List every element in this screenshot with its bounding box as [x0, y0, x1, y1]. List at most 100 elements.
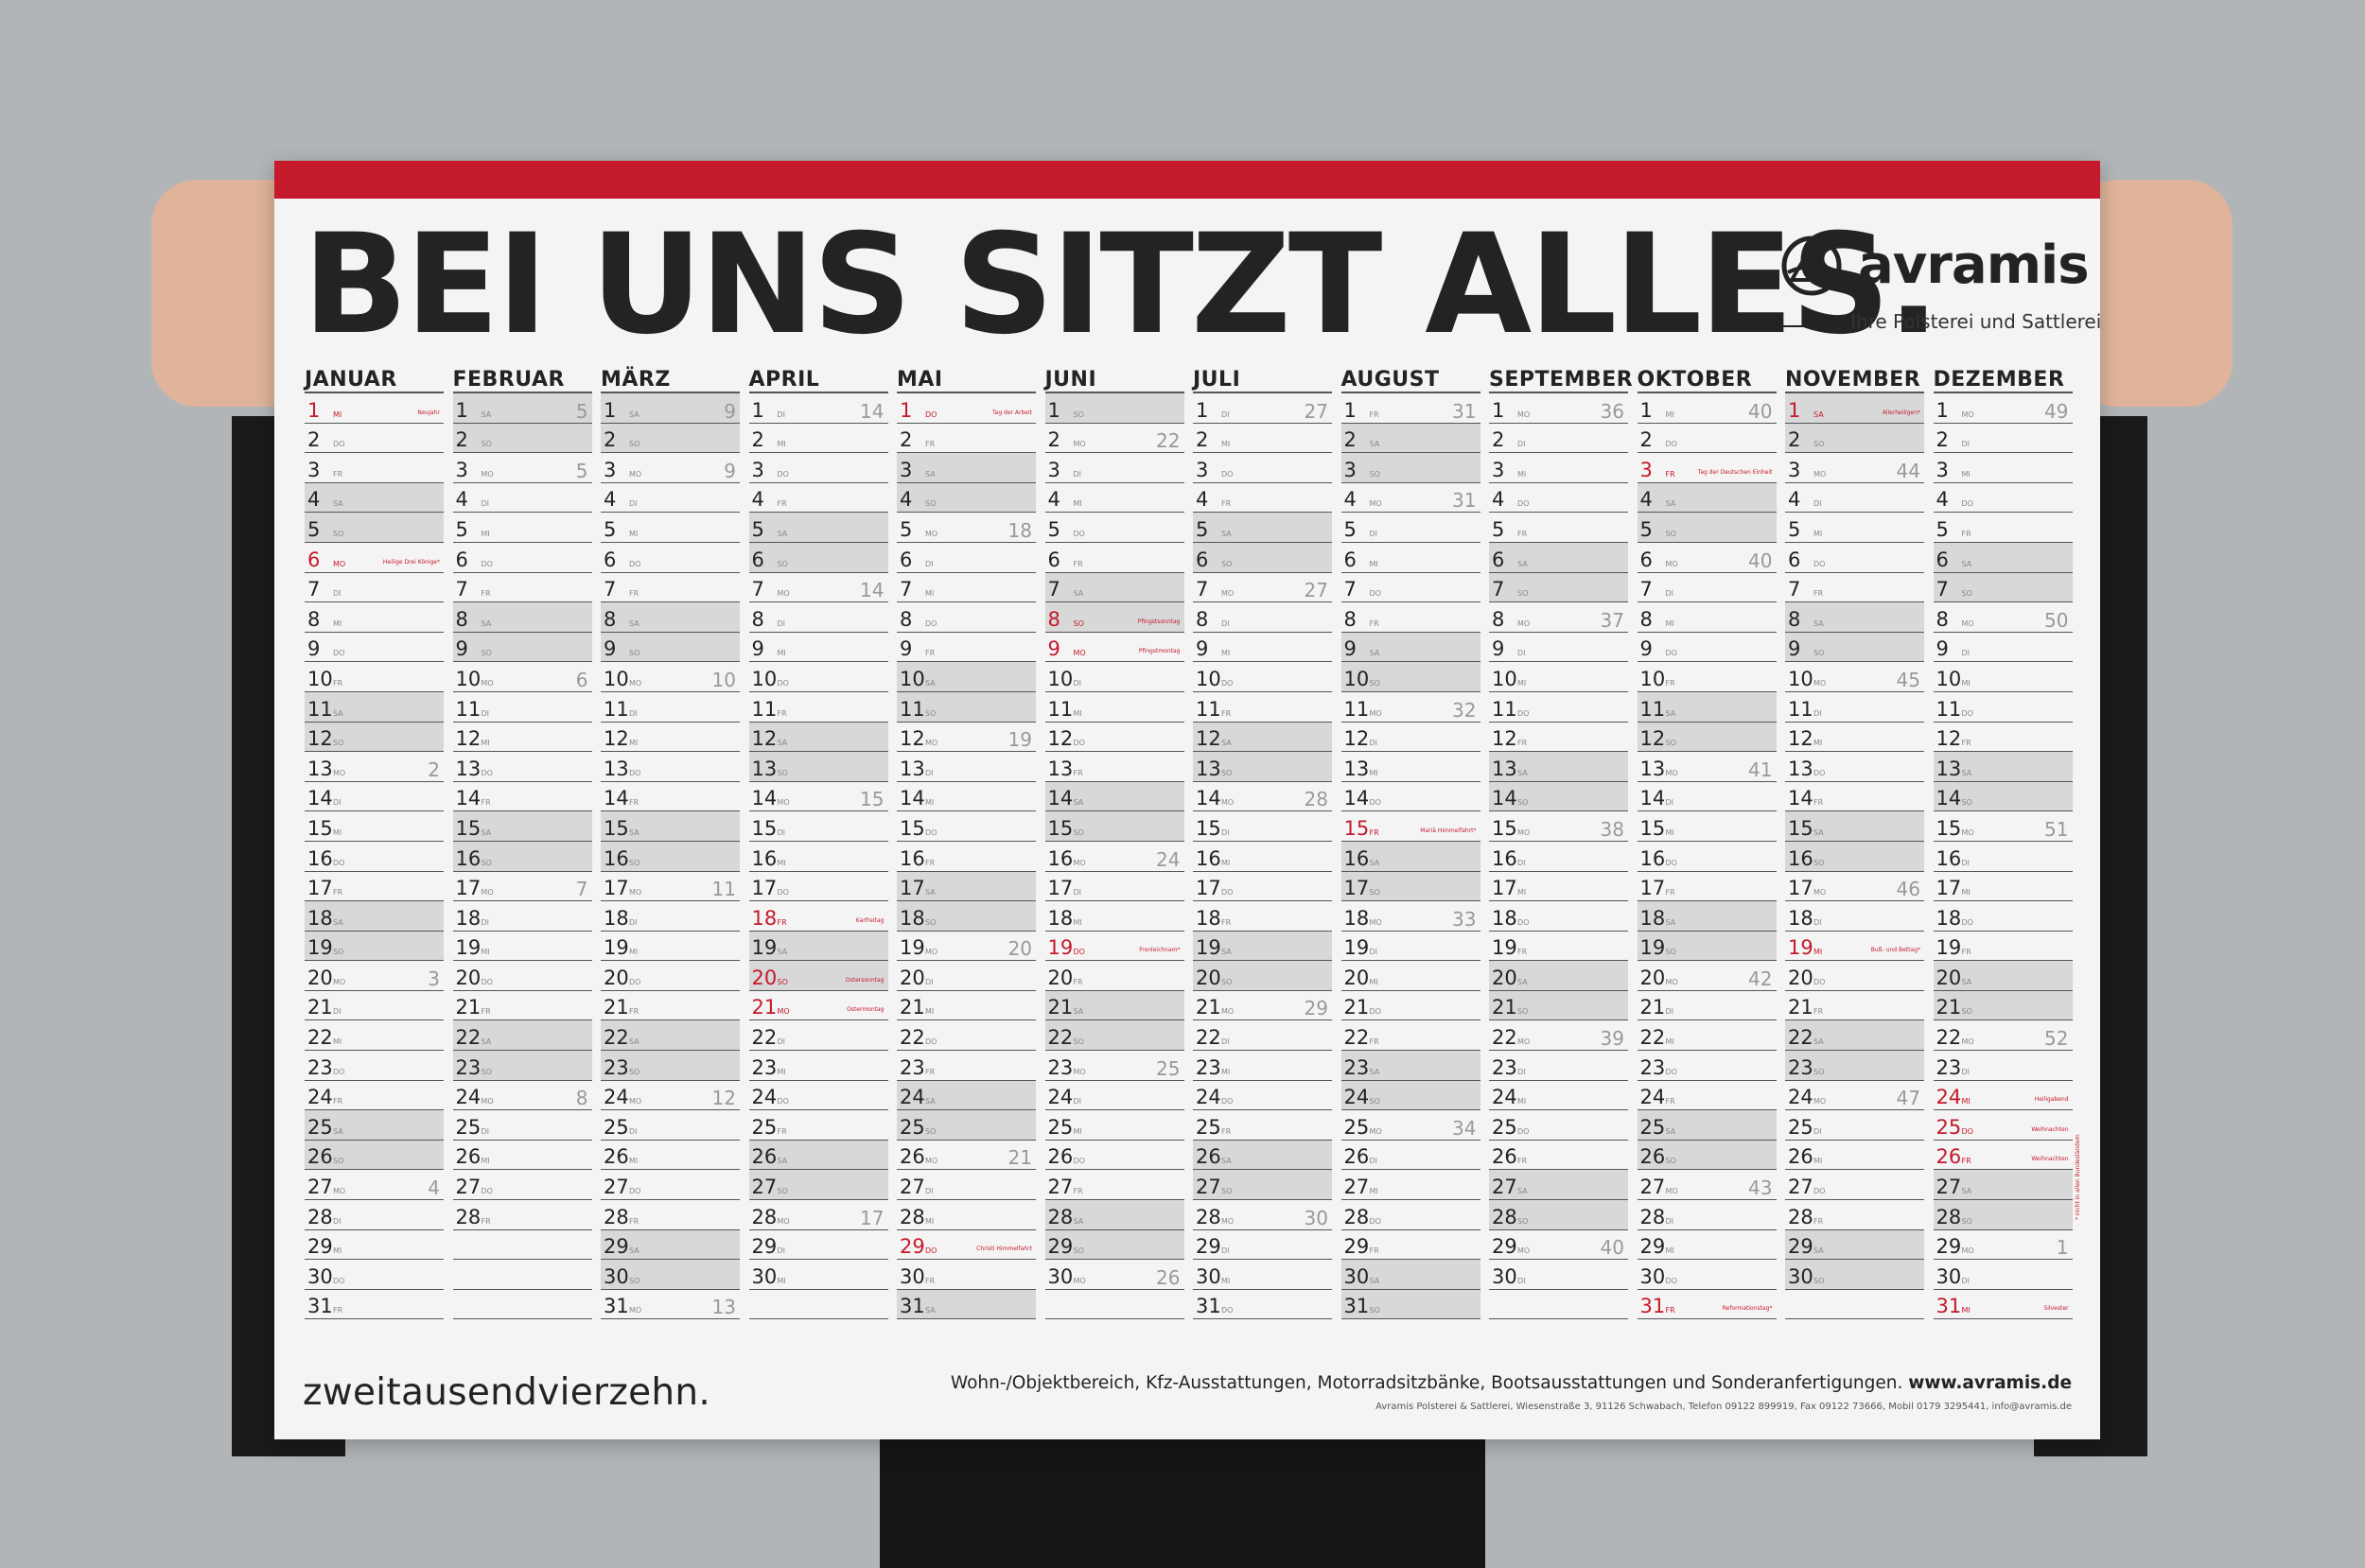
day-number: 14: [1343, 787, 1370, 810]
day-cell: 29 MO 1: [1933, 1230, 2073, 1261]
day-number: 31: [1936, 1295, 1962, 1318]
day-number: 18: [1639, 906, 1666, 930]
day-number: 8: [900, 607, 913, 631]
day-cell: 4 DI: [452, 483, 592, 514]
day-cell: 13 DO: [452, 752, 592, 782]
website-link[interactable]: www.avramis.de: [1908, 1373, 2072, 1393]
day-cell: 4 DO: [1933, 483, 2073, 514]
day-number: 26: [900, 1145, 925, 1169]
day-number: 5: [1788, 517, 1801, 541]
day-cell: 2 DI: [1489, 424, 1628, 454]
day-cell: 18 DI: [601, 901, 740, 932]
holiday-label: Buß- und Bettag*: [1870, 947, 1920, 954]
day-cell: 29 MI: [305, 1230, 444, 1261]
week-number: 8: [575, 1087, 588, 1110]
day-cell: 16 DI: [1489, 842, 1628, 872]
day-cell: 13 FR: [1044, 752, 1184, 782]
day-number: 26: [307, 1145, 333, 1169]
day-cell: 27 SA: [1489, 1170, 1628, 1201]
day-number: 24: [1639, 1086, 1666, 1109]
day-number: 10: [1639, 667, 1666, 690]
day-number: 16: [900, 846, 925, 870]
day-number: 5: [1343, 517, 1357, 541]
day-number: 1: [1196, 398, 1209, 422]
day-cell: 15 FR Mariä Himmelfahrt*: [1340, 811, 1480, 842]
day-number: 13: [604, 757, 629, 780]
month-column: MAI 1 DO Tag der Arbeit 2 FR 3 SA 4 SO 5 MO 18 6 DI 7 MI…: [897, 367, 1036, 1320]
day-number: 14: [307, 787, 333, 810]
day-number: 19: [604, 936, 629, 960]
day-number: 6: [1343, 548, 1357, 571]
day-cell: 28 FR: [452, 1200, 592, 1230]
day-number: 3: [1196, 458, 1209, 481]
day-cell: 11 SA: [305, 691, 444, 723]
day-cell: 22 SO: [1044, 1020, 1184, 1052]
day-number: 25: [455, 1115, 482, 1139]
day-cell: 20 DI: [897, 961, 1036, 991]
day-number: 4: [751, 488, 764, 512]
day-cell: 10 DO: [1193, 662, 1332, 692]
day-number: 27: [1343, 1176, 1370, 1199]
day-cell: 4 DO: [1489, 483, 1628, 514]
day-number: 3: [1639, 458, 1653, 481]
day-number: 8: [1788, 607, 1801, 631]
day-cell: 20 FR: [1044, 961, 1184, 991]
week-number: 39: [1600, 1027, 1624, 1051]
weekday-abbr: MO: [481, 888, 494, 897]
weekday-abbr: DO: [333, 649, 345, 658]
weekday-abbr: SA: [1813, 828, 1824, 837]
day-cell: 22 SA: [601, 1020, 740, 1052]
weekday-abbr: SO: [1369, 678, 1380, 688]
weekday-abbr: MO: [1369, 917, 1382, 927]
week-number: 19: [1007, 728, 1032, 752]
day-number: 10: [1196, 667, 1221, 690]
weekday-abbr: MO: [1813, 469, 1827, 479]
day-number: 22: [455, 1026, 482, 1050]
weekday-abbr: SO: [1961, 1216, 1972, 1226]
day-number: 6: [1492, 548, 1505, 571]
holiday-label: Reformationstag*: [1722, 1305, 1773, 1313]
day-number: 23: [1047, 1055, 1074, 1079]
month-column: MÄRZ 1 SA 9 2 SO 3 MO 9 4 DI 5 MI 6 DO 7 FR 8 SA 9 SO 10 MO 10 1…: [601, 367, 740, 1320]
day-number: 31: [900, 1295, 925, 1318]
day-cell: 16 FR: [897, 842, 1036, 872]
day-number: 2: [604, 428, 617, 452]
day-cell: 3 MO 5: [452, 453, 592, 483]
day-cell: 7 FR: [452, 573, 592, 603]
day-number: 30: [1936, 1264, 1962, 1288]
week-number: 31: [1452, 399, 1477, 423]
day-number: 7: [604, 578, 617, 601]
day-cell: 23 FR: [897, 1051, 1036, 1081]
day-number: 27: [1492, 1176, 1517, 1199]
day-number: 15: [455, 816, 482, 840]
weekday-abbr: MO: [925, 529, 938, 538]
day-number: 7: [900, 578, 913, 601]
day-cell: 1 MI Neujahr: [305, 393, 444, 424]
day-cell: 26 MI: [1785, 1141, 1924, 1171]
day-number: 9: [1047, 637, 1060, 661]
month-name: SEPTEMBER: [1489, 368, 1634, 393]
weekday-abbr: SO: [777, 977, 788, 986]
weekday-abbr: SO: [333, 948, 344, 957]
weekday-abbr: DI: [1665, 1216, 1674, 1226]
day-cell: 25 MO 34: [1340, 1110, 1480, 1141]
day-cell: 4 FR: [748, 483, 888, 514]
weekday-abbr: MI: [777, 858, 786, 867]
day-cell: 7 SA: [1044, 572, 1184, 603]
day-cell: 4 SO: [897, 482, 1036, 514]
weekday-abbr: SA: [1961, 559, 1972, 568]
weekday-abbr: SA: [1221, 529, 1232, 538]
day-cell: 26 FR Weihnachten: [1933, 1141, 2073, 1171]
day-cell: 30 SO: [1785, 1260, 1924, 1290]
day-cell: 2 MO 22: [1044, 424, 1184, 454]
day-cell: 1 DI 14: [748, 393, 888, 424]
day-cell: 12 MI: [452, 723, 592, 753]
day-cell: 8 SA: [601, 602, 740, 633]
day-number: 1: [900, 398, 913, 422]
day-number: 4: [307, 488, 321, 512]
day-number: 19: [307, 936, 333, 960]
day-cell: 12 DO: [1044, 723, 1184, 753]
weekday-abbr: DO: [1221, 469, 1234, 479]
weekday-abbr: MO: [1221, 798, 1235, 808]
day-cell: 30 DO: [1637, 1260, 1777, 1290]
